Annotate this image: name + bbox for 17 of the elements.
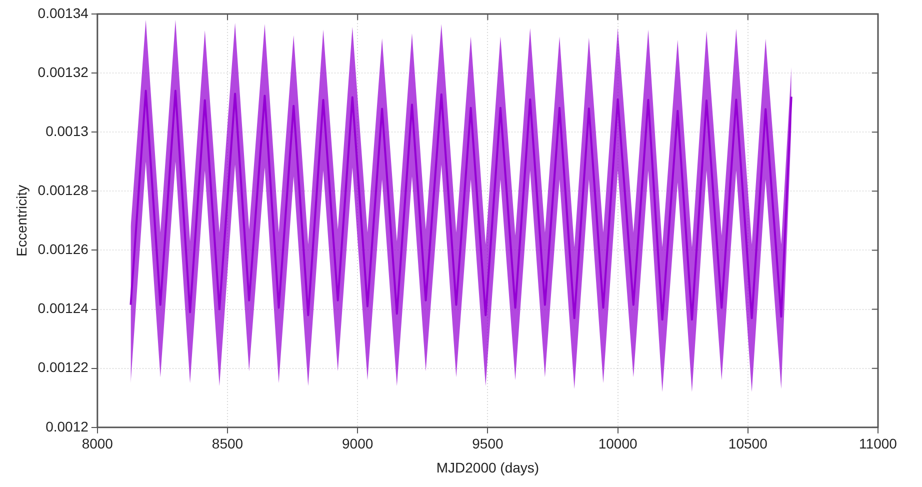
y-tick-label: 0.0013 (46, 122, 89, 139)
x-tick-label: 9500 (472, 436, 504, 452)
y-tick-label: 0.00124 (38, 300, 89, 316)
x-tick-label: 10000 (598, 436, 638, 452)
x-tick-label: 8500 (212, 436, 244, 452)
x-tick-label: 10500 (728, 436, 768, 452)
y-tick-label: 0.00132 (38, 64, 89, 80)
x-axis-title: MJD2000 (days) (436, 459, 540, 476)
y-tick-label: 0.00122 (38, 359, 89, 376)
y-tick-label: 0.00134 (38, 4, 89, 21)
x-tick-label: 9000 (342, 436, 374, 452)
y-tick-label: 0.00126 (38, 241, 89, 258)
y-tick-label: 0.0012 (46, 418, 89, 434)
y-axis-title: Eccentricity (13, 184, 30, 256)
y-tick-label: 0.00128 (38, 182, 89, 198)
x-tick-label: 8000 (82, 436, 114, 452)
x-tick-label: 11000 (859, 436, 898, 452)
